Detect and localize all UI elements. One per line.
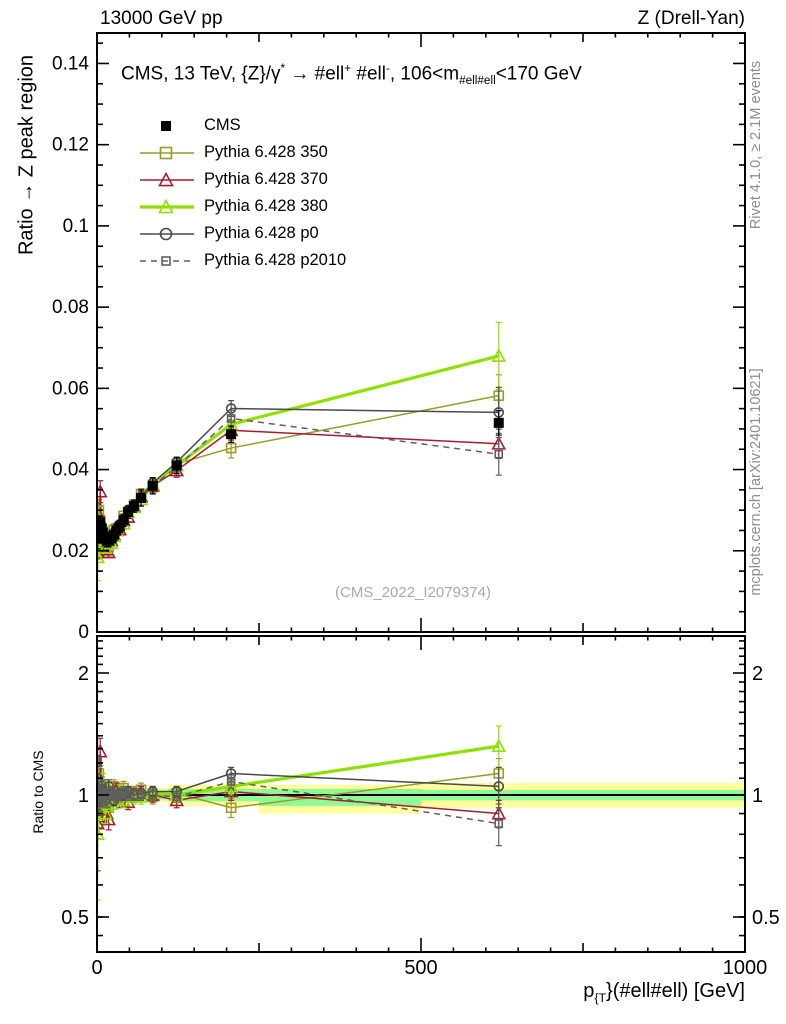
legend-marker-triangle-open xyxy=(140,198,194,213)
legend-label: Pythia 6.428 350 xyxy=(204,143,328,161)
main-series-pythia-6-428-p0 xyxy=(97,386,505,546)
legend-item: Pythia 6.428 380 xyxy=(138,193,346,220)
main-y-tick-label: 0.06 xyxy=(52,378,89,399)
legend-item: CMS xyxy=(138,112,346,139)
x-tick-label: 1000 xyxy=(723,957,768,979)
main-y-axis-title: Ratio → Z peak region xyxy=(15,54,38,256)
x-tick-label: 500 xyxy=(404,957,437,979)
beam-energy-label: 13000 GeV pp xyxy=(100,8,223,29)
rivet-version-note: Rivet 4.1.0, ≥ 2.1M events xyxy=(748,60,764,230)
ratio-y-tick-label-right: 2 xyxy=(752,663,763,685)
analysis-id-watermark: (CMS_2022_I2079374) xyxy=(335,584,491,601)
axes-frames: 0.14 0.12 0.1 0.08 0.06 0.04 0.02 0 2 2 1 1 0.5 0.5 0 5… xyxy=(52,32,780,979)
legend-item: Pythia 6.428 350 xyxy=(138,139,346,166)
x-axis-title: p{T}(#ell#ell) [GeV] xyxy=(583,980,745,1005)
ratio-y-tick-label: 1 xyxy=(78,785,89,807)
main-y-tick-label: 0.14 xyxy=(52,53,89,74)
main-y-tick-label: 0.1 xyxy=(63,216,89,237)
plot-title: CMS, 13 TeV, {Z}/γ* → #ell+ #ell-, 106<m… xyxy=(121,62,582,88)
ratio-y-axis-title: Ratio to CMS xyxy=(30,750,46,834)
legend-label: Pythia 6.428 p2010 xyxy=(204,251,347,269)
ratio-y-tick-label-right: 1 xyxy=(752,785,763,807)
legend-marker-square-filled xyxy=(161,120,171,131)
legend-item: Pythia 6.428 370 xyxy=(138,166,346,193)
legend-label: Pythia 6.428 370 xyxy=(204,170,328,188)
legend-marker-triangle-open xyxy=(140,171,194,186)
legend-item: Pythia 6.428 p0 xyxy=(138,220,346,247)
legend-label: CMS xyxy=(204,116,241,134)
main-series-pythia-6-428-370 xyxy=(97,419,507,572)
ratio-y-tick-label: 0.5 xyxy=(61,907,89,929)
mcplots-arxiv-note: mcplots.cern.ch [arXiv:2401.10621] xyxy=(748,368,764,596)
legend-item: Pythia 6.428 p2010 xyxy=(138,247,346,274)
main-series-pythia-6-428-380 xyxy=(97,321,507,582)
x-tick-label: 0 xyxy=(91,957,102,979)
legend-marker-square-open xyxy=(140,146,194,159)
main-y-tick-label: 0.04 xyxy=(52,460,89,481)
legend-marker-circle-open xyxy=(140,227,194,240)
process-label: Z (Drell-Yan) xyxy=(637,8,745,29)
legend-marker-square-open-small xyxy=(140,255,194,266)
uncertainty-band-green xyxy=(259,788,421,806)
main-y-tick-label: 0 xyxy=(78,622,89,643)
ratio-y-tick-label: 2 xyxy=(78,663,89,685)
main-y-tick-label: 0.08 xyxy=(52,297,89,318)
legend: CMS Pythia 6.428 350 Pythia 6.428 370 Pythi… xyxy=(138,112,346,274)
main-series-pythia-6-428-350 xyxy=(97,374,505,560)
legend-label: Pythia 6.428 380 xyxy=(204,197,328,215)
main-y-tick-label: 0.02 xyxy=(52,541,89,562)
main-y-tick-label: 0.12 xyxy=(52,135,89,156)
ratio-y-tick-label-right: 0.5 xyxy=(752,907,780,929)
legend-label: Pythia 6.428 p0 xyxy=(204,224,319,242)
